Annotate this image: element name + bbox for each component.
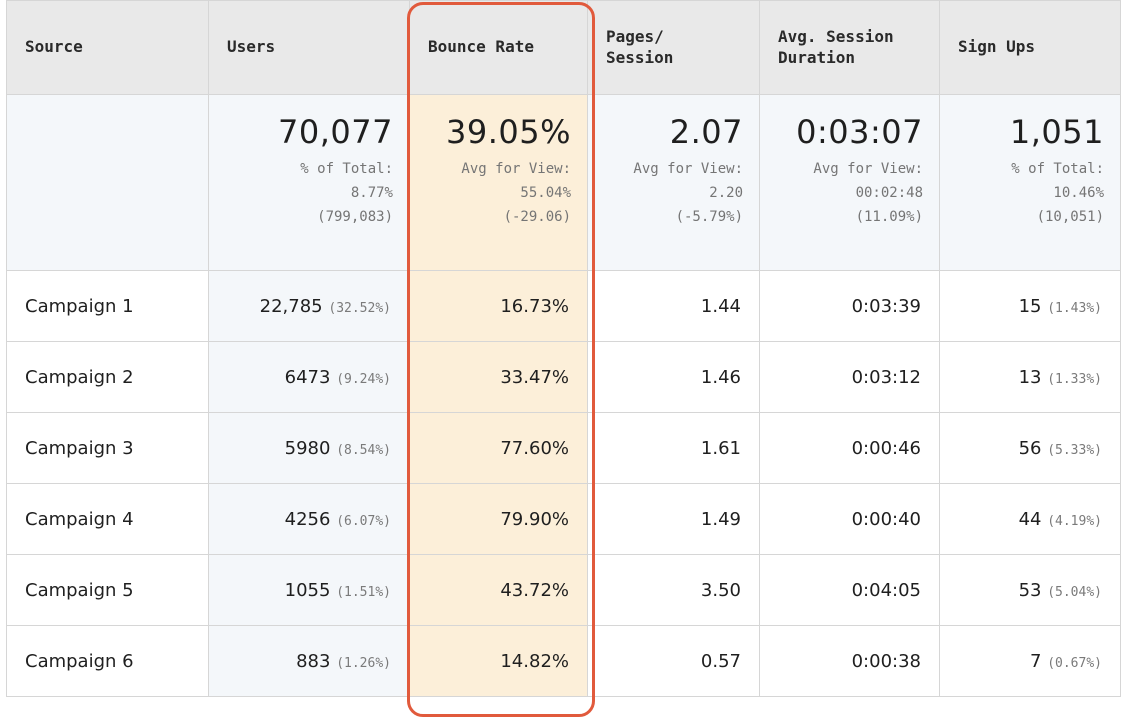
row-bounce-rate: 33.47%	[409, 341, 588, 413]
summary-avg-session-duration: 0:03:07 Avg for View: 00:02:48 (11.09%)	[759, 94, 940, 271]
row-duration: 0:03:12	[759, 341, 940, 413]
row-source[interactable]: Campaign 3	[6, 412, 209, 484]
signups-pct: (0.67%)	[1047, 655, 1102, 671]
signups-value: 13	[1018, 366, 1042, 388]
row-sign-ups: 53 (5.04%)	[939, 554, 1121, 626]
row-pages-session: 1.49	[587, 483, 760, 555]
row-duration: 0:00:46	[759, 412, 940, 484]
table-row: Campaign 1 22,785 (32.52%) 16.73% 1.44 0…	[6, 270, 1121, 342]
header-avg-session-duration[interactable]: Avg. Session Duration	[759, 0, 940, 95]
row-pages-session: 1.46	[587, 341, 760, 413]
row-users: 22,785 (32.52%)	[208, 270, 410, 342]
row-users: 4256 (6.07%)	[208, 483, 410, 555]
signups-pct: (1.43%)	[1047, 300, 1102, 316]
signups-value: 44	[1018, 508, 1042, 530]
header-bounce-rate[interactable]: Bounce Rate	[409, 0, 588, 95]
signups-pct: (5.04%)	[1047, 584, 1102, 600]
users-pct: (6.07%)	[336, 513, 391, 529]
users-pct: (9.24%)	[336, 371, 391, 387]
signups-pct: (5.33%)	[1047, 442, 1102, 458]
summary-users: 70,077 % of Total: 8.77% (799,083)	[208, 94, 410, 271]
users-value: 883	[296, 650, 331, 672]
summary-source-cell	[6, 94, 209, 271]
row-duration: 0:03:39	[759, 270, 940, 342]
table-row: Campaign 4 4256 (6.07%) 79.90% 1.49 0:00…	[6, 483, 1121, 555]
analytics-table: Source Users Bounce Rate Pages/ Session …	[6, 0, 1121, 697]
users-pct: (8.54%)	[336, 442, 391, 458]
row-source[interactable]: Campaign 5	[6, 554, 209, 626]
signups-value: 15	[1018, 295, 1042, 317]
row-pages-session: 1.44	[587, 270, 760, 342]
row-sign-ups: 56 (5.33%)	[939, 412, 1121, 484]
summary-pages-session: 2.07 Avg for View: 2.20 (-5.79%)	[587, 94, 760, 271]
summary-bounce-rate: 39.05% Avg for View: 55.04% (-29.06)	[409, 94, 588, 271]
row-bounce-rate: 77.60%	[409, 412, 588, 484]
table-row: Campaign 6 883 (1.26%) 14.82% 0.57 0:00:…	[6, 625, 1121, 697]
summary-bounce-value: 39.05%	[445, 113, 571, 151]
row-source[interactable]: Campaign 6	[6, 625, 209, 697]
users-value: 1055	[284, 579, 331, 601]
summary-duration-sub: Avg for View: 00:02:48 (11.09%)	[813, 161, 923, 225]
summary-sign-ups: 1,051 % of Total: 10.46% (10,051)	[939, 94, 1121, 271]
summary-pages-value: 2.07	[669, 113, 743, 151]
row-duration: 0:00:40	[759, 483, 940, 555]
users-pct: (1.51%)	[336, 584, 391, 600]
users-value: 22,785	[259, 295, 323, 317]
row-duration: 0:04:05	[759, 554, 940, 626]
signups-value: 56	[1018, 437, 1042, 459]
row-source[interactable]: Campaign 4	[6, 483, 209, 555]
row-pages-session: 1.61	[587, 412, 760, 484]
summary-users-value: 70,077	[278, 113, 393, 151]
users-value: 4256	[284, 508, 331, 530]
row-sign-ups: 13 (1.33%)	[939, 341, 1121, 413]
row-source[interactable]: Campaign 1	[6, 270, 209, 342]
row-sign-ups: 15 (1.43%)	[939, 270, 1121, 342]
row-users: 5980 (8.54%)	[208, 412, 410, 484]
table-row: Campaign 2 6473 (9.24%) 33.47% 1.46 0:03…	[6, 341, 1121, 413]
row-sign-ups: 7 (0.67%)	[939, 625, 1121, 697]
row-bounce-rate: 43.72%	[409, 554, 588, 626]
users-pct: (32.52%)	[328, 300, 391, 316]
signups-pct: (4.19%)	[1047, 513, 1102, 529]
summary-users-sub: % of Total: 8.77% (799,083)	[300, 161, 393, 225]
row-users: 6473 (9.24%)	[208, 341, 410, 413]
summary-row: 70,077 % of Total: 8.77% (799,083) 39.05…	[6, 94, 1121, 271]
header-sign-ups[interactable]: Sign Ups	[939, 0, 1121, 95]
summary-signups-value: 1,051	[1009, 113, 1104, 151]
users-pct: (1.26%)	[336, 655, 391, 671]
header-users[interactable]: Users	[208, 0, 410, 95]
row-users: 883 (1.26%)	[208, 625, 410, 697]
header-source[interactable]: Source	[6, 0, 209, 95]
table-row: Campaign 3 5980 (8.54%) 77.60% 1.61 0:00…	[6, 412, 1121, 484]
header-pages-session[interactable]: Pages/ Session	[587, 0, 760, 95]
header-row: Source Users Bounce Rate Pages/ Session …	[6, 0, 1121, 95]
signups-value: 53	[1018, 579, 1042, 601]
row-duration: 0:00:38	[759, 625, 940, 697]
table-row: Campaign 5 1055 (1.51%) 43.72% 3.50 0:04…	[6, 554, 1121, 626]
summary-bounce-sub: Avg for View: 55.04% (-29.06)	[461, 161, 571, 225]
users-value: 5980	[284, 437, 331, 459]
row-bounce-rate: 79.90%	[409, 483, 588, 555]
row-bounce-rate: 14.82%	[409, 625, 588, 697]
summary-duration-value: 0:03:07	[796, 113, 923, 151]
row-source[interactable]: Campaign 2	[6, 341, 209, 413]
row-pages-session: 3.50	[587, 554, 760, 626]
row-users: 1055 (1.51%)	[208, 554, 410, 626]
row-bounce-rate: 16.73%	[409, 270, 588, 342]
signups-pct: (1.33%)	[1047, 371, 1102, 387]
row-pages-session: 0.57	[587, 625, 760, 697]
signups-value: 7	[1030, 650, 1042, 672]
summary-signups-sub: % of Total: 10.46% (10,051)	[1011, 161, 1104, 225]
summary-pages-sub: Avg for View: 2.20 (-5.79%)	[633, 161, 743, 225]
row-sign-ups: 44 (4.19%)	[939, 483, 1121, 555]
users-value: 6473	[284, 366, 331, 388]
